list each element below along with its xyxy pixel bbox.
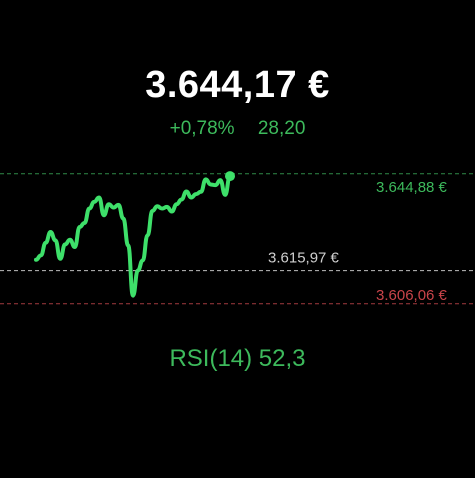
last-price-dot (225, 171, 235, 182)
change-absolute: 28,20 (257, 118, 306, 139)
reference-level-label: 3.615,97 € (268, 250, 340, 267)
change-percent: +0,78% (169, 118, 235, 139)
low-level-label: 3.606,06 € (376, 287, 448, 304)
high-level-label: 3.644,88 € (376, 179, 448, 196)
rsi-indicator: RSI(14) 52,3 (169, 345, 306, 372)
price-chart: 3.644,88 € 3.615,97 € 3.606,06 € (0, 171, 475, 305)
current-price: 3.644,17 € (145, 64, 330, 106)
price-line (34, 174, 232, 298)
change-row: +0,78% 28,20 (0, 118, 475, 140)
